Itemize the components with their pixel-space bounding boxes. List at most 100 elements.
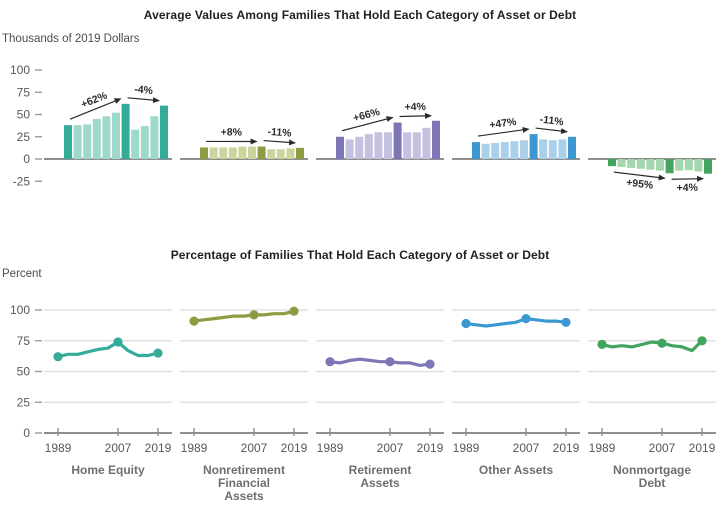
bar-2013 [140,126,149,159]
annotation-label: +8% [221,126,243,138]
bottom-y-tick-label: 50 [17,365,31,379]
data-point-marker [521,314,531,324]
bar-1995 [219,147,228,159]
bar-2019 [704,159,712,174]
x-tick-label: 2019 [417,441,444,455]
bar-1992 [481,143,490,159]
category-label: Assets [360,476,400,490]
bar-1995 [627,159,636,168]
bar-2016 [694,159,703,172]
data-point-marker [657,338,667,348]
data-line [56,340,160,359]
annotation-label: +4% [404,101,426,114]
data-point-marker [113,337,123,347]
category-label: Retirement [349,463,412,477]
data-point-marker [325,357,335,367]
annotation-arrow [69,98,122,120]
data-point-marker [697,336,707,346]
x-tick-label: 2007 [377,441,404,455]
bottom-y-tick-label: 0 [23,426,30,440]
bar-2001 [510,141,519,159]
category-label: Assets [224,489,264,503]
data-point-marker [53,352,63,362]
bar-2004 [656,159,664,171]
bar-2016 [558,139,567,159]
top-y-tick-label: 25 [17,130,31,144]
bar-2004 [520,140,528,159]
bar-1989 [200,147,208,159]
x-tick-label: 1989 [317,441,344,455]
bar-2004 [384,132,392,159]
category-label: Home Equity [71,463,145,477]
bar-1992 [617,159,626,168]
bar-2019 [296,147,304,159]
bottom-y-tick-label: 25 [17,395,31,409]
bottom-y-tick-label: 100 [10,303,30,317]
bar-2001 [102,116,111,159]
data-point-marker [597,339,607,349]
x-tick-label: 1989 [589,441,616,455]
annotation-label: -11% [267,126,292,140]
annotation-label: +4% [676,182,698,194]
data-point-marker [385,357,395,367]
bar-2016 [422,127,431,159]
category-label: Other Assets [479,463,554,477]
bar-1989 [336,136,344,159]
bar-1998 [228,147,237,159]
bar-2019 [160,105,168,159]
bottom-chart-title: Percentage of Families That Hold Each Ca… [170,248,550,262]
data-point-marker [249,310,259,320]
annotation-arrow [535,127,568,135]
bar-2013 [276,149,285,159]
annotation-arrow [127,97,160,104]
bar-1998 [364,134,373,159]
x-tick-label: 2019 [145,441,172,455]
bar-1995 [355,136,364,159]
x-tick-label: 2007 [649,441,676,455]
annotation-label: +62% [79,89,109,111]
bar-1998 [636,159,645,169]
bar-2004 [248,146,256,159]
bar-2007 [121,103,130,159]
bar-1995 [83,124,92,159]
data-point-marker [561,317,571,327]
x-tick-label: 2019 [553,441,580,455]
annotation-arrow [671,175,704,182]
bar-2019 [432,120,440,159]
data-line [464,317,568,328]
bar-2013 [548,140,557,159]
x-tick-label: 1989 [453,441,480,455]
bar-1989 [472,142,480,159]
data-point-marker [189,316,199,326]
category-label: Nonmortgage [613,463,691,477]
bar-1989 [608,159,616,167]
x-tick-label: 2007 [513,441,540,455]
annotation-label: -4% [134,83,154,97]
bar-2010 [539,139,548,159]
bar-2007 [529,134,538,159]
bar-2013 [684,159,693,171]
data-line [192,309,296,323]
annotation-label: -11% [539,114,565,129]
top-y-tick-label: 50 [17,108,31,122]
x-tick-label: 2019 [689,441,716,455]
bar-2010 [403,132,412,159]
x-tick-label: 2007 [105,441,132,455]
x-tick-label: 1989 [45,441,72,455]
data-line [600,339,704,353]
top-chart-title: Average Values Among Families That Hold … [143,8,577,22]
data-point-marker [153,348,163,358]
bar-2007 [665,159,674,174]
bar-2001 [646,159,655,170]
bar-2013 [412,132,421,159]
data-point-marker [289,306,299,316]
top-y-tick-label: 75 [17,85,31,99]
bar-1998 [500,142,509,159]
annotation-label: +47% [489,116,518,132]
bar-2010 [267,149,276,159]
category-label: Debt [639,476,666,490]
bar-1995 [491,142,500,159]
bar-2010 [131,129,140,159]
